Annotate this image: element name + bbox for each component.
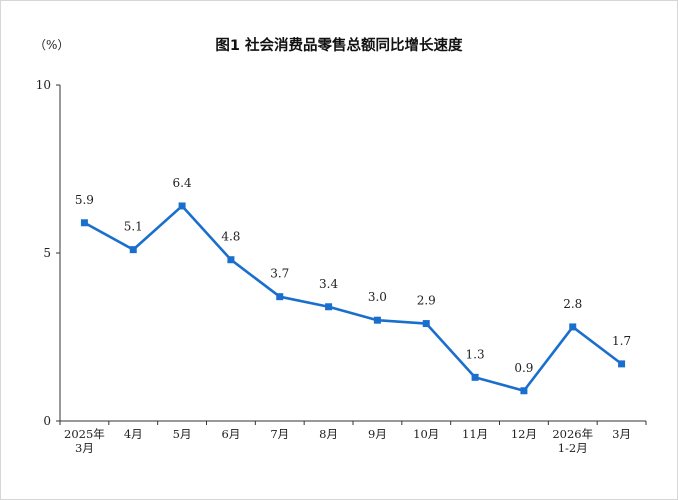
- y-tick-label: 10: [36, 78, 51, 92]
- data-point: [569, 323, 577, 331]
- data-label: 1.3: [466, 347, 485, 361]
- x-tick-label: 10月: [413, 427, 439, 441]
- data-point: [227, 256, 235, 264]
- data-point: [325, 303, 333, 311]
- data-labels: 5.9 5.1 6.4 4.8 3.7 3.4 3.0 2.9 1.3 0.9 2.8 1.7: [75, 176, 631, 375]
- data-label: 2.9: [417, 294, 436, 308]
- y-tick-labels: 0 5 10: [36, 78, 51, 428]
- series-line: [83, 204, 623, 393]
- data-label: 5.1: [124, 220, 143, 234]
- series-layer: [80, 202, 626, 395]
- y-tick-label: 0: [43, 414, 51, 428]
- data-label: 5.9: [75, 193, 94, 207]
- y-axis-unit: （%）: [34, 38, 70, 52]
- x-tick-label: 12月: [511, 427, 537, 441]
- x-tick-label: 3月: [612, 427, 631, 441]
- x-tick-label: 7月: [270, 427, 289, 441]
- x-tick-label: 6月: [222, 427, 241, 441]
- data-point: [276, 293, 284, 301]
- data-point: [80, 219, 88, 227]
- data-point: [471, 373, 479, 381]
- data-point: [618, 360, 626, 368]
- y-tick-label: 5: [43, 246, 51, 260]
- axes: [56, 84, 647, 425]
- data-label: 3.0: [368, 290, 387, 304]
- data-label: 3.7: [270, 267, 289, 281]
- x-tick-label: 5月: [173, 427, 192, 441]
- x-tick-label: 2025年: [64, 427, 105, 441]
- chart-title: 图1 社会消费品零售总额同比增长速度: [215, 38, 463, 54]
- x-tick-label: 9月: [368, 427, 387, 441]
- data-label: 2.8: [563, 297, 582, 311]
- data-point: [422, 320, 430, 328]
- x-tick-label: 4月: [124, 427, 143, 441]
- data-label: 1.7: [612, 334, 631, 348]
- data-point: [373, 316, 381, 324]
- data-label: 0.9: [514, 361, 533, 375]
- x-tick-label: 3月: [75, 441, 94, 455]
- data-label: 4.8: [221, 230, 240, 244]
- data-point: [129, 246, 137, 254]
- x-tick-label: 8月: [319, 427, 338, 441]
- x-tick-label: 2026年: [552, 427, 593, 441]
- data-label: 6.4: [173, 176, 192, 190]
- data-label: 3.4: [319, 277, 338, 291]
- data-point: [520, 387, 528, 395]
- x-tick-label: 1-2月: [558, 441, 588, 455]
- data-point: [178, 202, 186, 210]
- x-tick-label: 11月: [462, 427, 488, 441]
